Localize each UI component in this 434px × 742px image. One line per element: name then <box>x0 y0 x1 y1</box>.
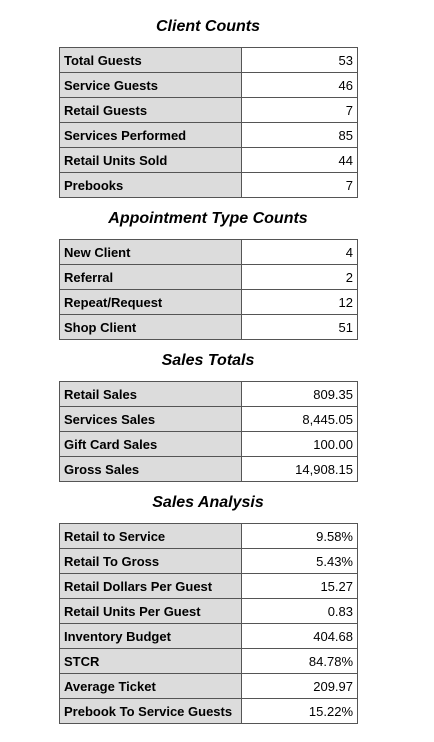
row-label: Shop Client <box>59 314 242 340</box>
table-row: New Client 4 <box>59 239 358 265</box>
table-row: Referral 2 <box>59 264 358 290</box>
row-label: Retail Dollars Per Guest <box>59 573 242 599</box>
row-label: Retail Guests <box>59 97 242 123</box>
row-label: Retail To Gross <box>59 548 242 574</box>
table-row: Retail to Service 9.58% <box>59 523 358 549</box>
row-value: 4 <box>241 239 358 265</box>
table-row: Services Performed 85 <box>59 122 358 148</box>
row-value: 100.00 <box>241 431 358 457</box>
row-value: 9.58% <box>241 523 358 549</box>
table-row: Prebook To Service Guests 15.22% <box>59 698 358 724</box>
row-value: 5.43% <box>241 548 358 574</box>
section-title: Appointment Type Counts <box>108 210 308 227</box>
table-row: Shop Client 51 <box>59 314 358 340</box>
row-value: 14,908.15 <box>241 456 358 482</box>
table-row: Total Guests 53 <box>59 47 358 73</box>
row-value: 84.78% <box>241 648 358 674</box>
row-value: 15.27 <box>241 573 358 599</box>
row-label: Repeat/Request <box>59 289 242 315</box>
row-value: 209.97 <box>241 673 358 699</box>
table-row: Service Guests 46 <box>59 72 358 98</box>
row-label: STCR <box>59 648 242 674</box>
table-row: STCR 84.78% <box>59 648 358 674</box>
row-value: 7 <box>241 172 358 198</box>
row-label: Services Performed <box>59 122 242 148</box>
row-label: Services Sales <box>59 406 242 432</box>
table-row: Gross Sales 14,908.15 <box>59 456 358 482</box>
section-title: Sales Analysis <box>152 494 264 511</box>
row-label: Gross Sales <box>59 456 242 482</box>
table-row: Retail Units Sold 44 <box>59 147 358 173</box>
row-value: 0.83 <box>241 598 358 624</box>
row-label: Retail Units Sold <box>59 147 242 173</box>
row-label: Retail Units Per Guest <box>59 598 242 624</box>
row-value: 44 <box>241 147 358 173</box>
row-label: Average Ticket <box>59 673 242 699</box>
row-value: 7 <box>241 97 358 123</box>
row-value: 2 <box>241 264 358 290</box>
row-label: Gift Card Sales <box>59 431 242 457</box>
section-title: Client Counts <box>156 18 260 35</box>
row-label: Prebook To Service Guests <box>59 698 242 724</box>
row-value: 8,445.05 <box>241 406 358 432</box>
row-value: 15.22% <box>241 698 358 724</box>
row-value: 46 <box>241 72 358 98</box>
row-label: Retail Sales <box>59 381 242 407</box>
row-label: Inventory Budget <box>59 623 242 649</box>
row-value: 85 <box>241 122 358 148</box>
table-row: Retail Units Per Guest 0.83 <box>59 598 358 624</box>
section-table: Retail Sales 809.35 Services Sales 8,445.05… <box>59 381 358 482</box>
table-row: Prebooks 7 <box>59 172 358 198</box>
section-table: Retail to Service 9.58% Retail To Gross 5.4… <box>59 523 358 724</box>
row-value: 404.68 <box>241 623 358 649</box>
section-title: Sales Totals <box>161 352 255 369</box>
section-table: Total Guests 53 Service Guests 46 Retail Gue… <box>59 47 358 198</box>
row-label: Service Guests <box>59 72 242 98</box>
row-label: Prebooks <box>59 172 242 198</box>
table-row: Repeat/Request 12 <box>59 289 358 315</box>
report: Client Counts Total Guests 53 Service Guest… <box>59 18 358 724</box>
row-label: Referral <box>59 264 242 290</box>
row-value: 12 <box>241 289 358 315</box>
row-label: Retail to Service <box>59 523 242 549</box>
row-label: Total Guests <box>59 47 242 73</box>
table-row: Retail Sales 809.35 <box>59 381 358 407</box>
table-row: Retail Guests 7 <box>59 97 358 123</box>
row-value: 51 <box>241 314 358 340</box>
row-label: New Client <box>59 239 242 265</box>
table-row: Retail To Gross 5.43% <box>59 548 358 574</box>
table-row: Inventory Budget 404.68 <box>59 623 358 649</box>
table-row: Average Ticket 209.97 <box>59 673 358 699</box>
row-value: 53 <box>241 47 358 73</box>
table-row: Gift Card Sales 100.00 <box>59 431 358 457</box>
section-table: New Client 4 Referral 2 Repeat/Request 12 Shop… <box>59 239 358 340</box>
table-row: Services Sales 8,445.05 <box>59 406 358 432</box>
row-value: 809.35 <box>241 381 358 407</box>
table-row: Retail Dollars Per Guest 15.27 <box>59 573 358 599</box>
